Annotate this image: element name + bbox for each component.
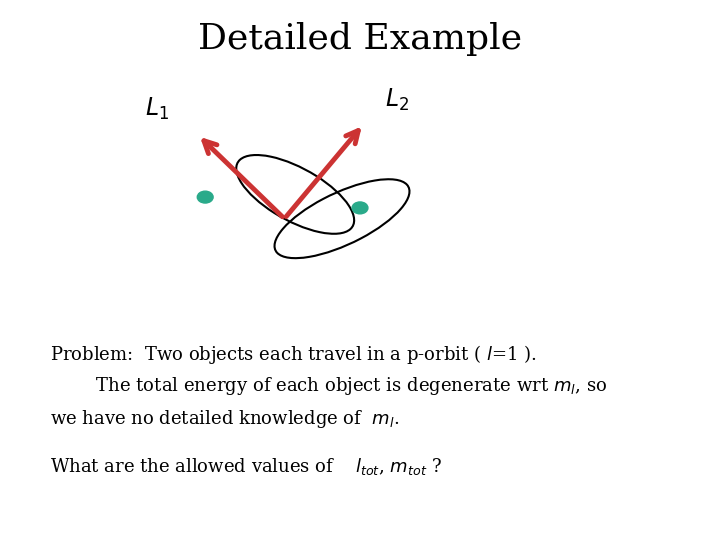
Text: we have no detailed knowledge of  $m_l$.: we have no detailed knowledge of $m_l$.	[50, 408, 400, 430]
Text: The total energy of each object is degenerate wrt $m_l$, so: The total energy of each object is degen…	[50, 375, 608, 397]
Circle shape	[197, 191, 213, 203]
Text: Detailed Example: Detailed Example	[198, 22, 522, 56]
Text: Problem:  Two objects each travel in a p-orbit ( $\mathit{l}$=1 ).: Problem: Two objects each travel in a p-…	[50, 343, 537, 366]
Text: $L_1$: $L_1$	[145, 95, 169, 122]
Text: $L_2$: $L_2$	[385, 87, 409, 113]
Circle shape	[352, 202, 368, 214]
Text: What are the allowed values of    $l_{tot}$, $m_{tot}$ ?: What are the allowed values of $l_{tot}$…	[50, 456, 442, 477]
